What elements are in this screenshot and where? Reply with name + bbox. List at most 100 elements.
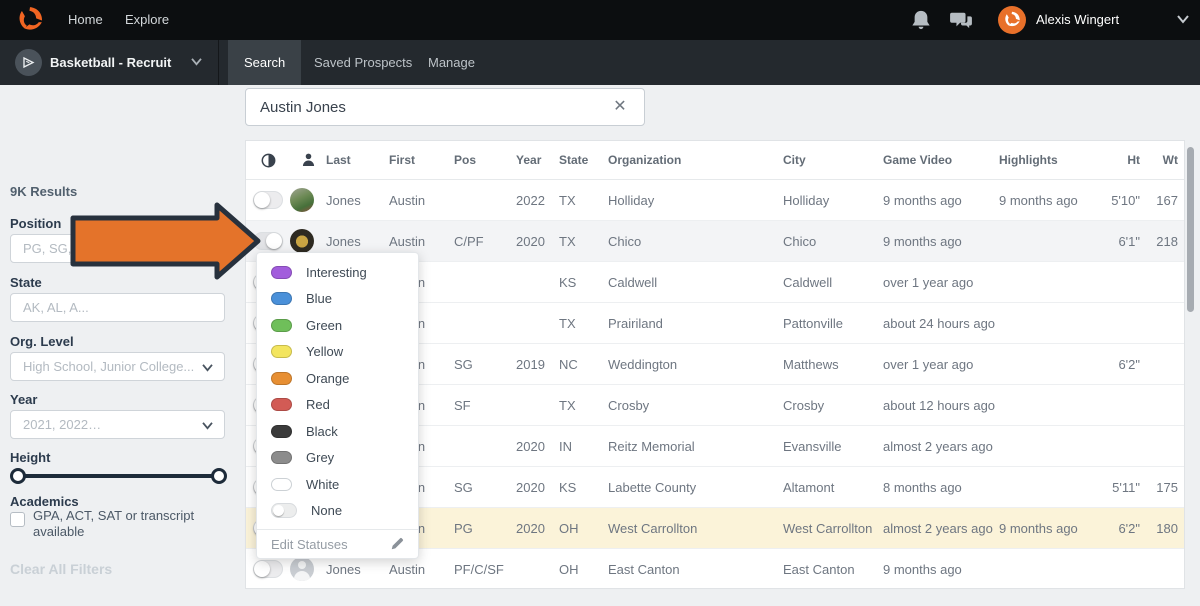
user-avatar[interactable] bbox=[998, 6, 1026, 34]
cell-state: TX bbox=[559, 233, 576, 249]
cell-city: Holliday bbox=[783, 192, 830, 208]
column-header-organization[interactable]: Organization bbox=[608, 153, 682, 167]
search-clear-icon[interactable]: ✕ bbox=[613, 98, 627, 115]
cell-city: West Carrollton bbox=[783, 520, 873, 536]
status-option-orange[interactable]: Orange bbox=[257, 365, 418, 392]
status-option-none[interactable]: None bbox=[257, 498, 418, 525]
user-name[interactable]: Alexis Wingert bbox=[1036, 12, 1120, 27]
status-option-label: Interesting bbox=[306, 264, 367, 280]
status-swatch bbox=[271, 503, 297, 519]
cell-wt: 167 bbox=[1156, 192, 1178, 208]
cell-city: Pattonville bbox=[783, 315, 843, 331]
prospect-row[interactable]: Jones Austin C/PF 2020 TX Chico Chico 9 months … bbox=[246, 221, 1184, 262]
status-swatch bbox=[271, 292, 292, 306]
filter-placeholder: 2021, 2022… bbox=[23, 417, 102, 432]
filter-select-state[interactable]: AK, AL, A... bbox=[10, 293, 225, 322]
filter-placeholder: PG, SG, SF... bbox=[23, 241, 102, 256]
prospect-row[interactable]: Jones Austin PF/C/SF OH East Canton East Cant… bbox=[246, 549, 1184, 590]
cell-pos: SG bbox=[454, 479, 473, 495]
prospect-row[interactable]: Jones Austin 2022 TX Holliday Holliday 9 month… bbox=[246, 180, 1184, 221]
status-option-label: Grey bbox=[306, 450, 335, 466]
vertical-scrollbar-thumb[interactable] bbox=[1187, 147, 1194, 312]
cell-ht: 6'2" bbox=[1118, 520, 1140, 536]
tab-saved-prospects[interactable]: Saved Prospects bbox=[314, 55, 413, 70]
cell-org: Reitz Memorial bbox=[608, 438, 695, 454]
team-switcher[interactable]: Basketball - Recruit bbox=[0, 40, 218, 85]
cell-last: Jones bbox=[326, 233, 361, 249]
column-header-highlights[interactable]: Highlights bbox=[999, 153, 1058, 167]
filter-select-position[interactable]: PG, SG, SF... bbox=[10, 234, 225, 263]
cell-game-video: almost 2 years ago bbox=[883, 520, 993, 536]
status-swatch bbox=[271, 398, 292, 412]
cell-state: IN bbox=[559, 438, 572, 454]
status-option-red[interactable]: Red bbox=[257, 392, 418, 419]
cell-game-video: 9 months ago bbox=[883, 192, 962, 208]
status-option-interesting[interactable]: Interesting bbox=[257, 259, 418, 286]
notifications-bell-icon[interactable] bbox=[910, 10, 932, 30]
status-toggle[interactable] bbox=[253, 560, 283, 578]
pennant-icon bbox=[15, 49, 42, 76]
cell-org: Crosby bbox=[608, 397, 650, 413]
cell-last: Jones bbox=[326, 561, 361, 577]
filter-select-org-level[interactable]: High School, Junior College... bbox=[10, 352, 225, 381]
status-swatch bbox=[271, 318, 292, 332]
messages-icon[interactable] bbox=[950, 10, 972, 30]
tab-manage[interactable]: Manage bbox=[428, 55, 475, 70]
cell-game-video: almost 2 years ago bbox=[883, 438, 993, 454]
status-swatch bbox=[271, 371, 292, 385]
team-switcher-chevron-icon bbox=[191, 58, 202, 66]
column-header-wt[interactable]: Wt bbox=[1162, 153, 1178, 167]
column-header-year[interactable]: Year bbox=[516, 153, 542, 167]
column-header-game-video[interactable]: Game Video bbox=[883, 153, 953, 167]
status-option-white[interactable]: White bbox=[257, 471, 418, 498]
status-option-green[interactable]: Green bbox=[257, 312, 418, 339]
column-header-ht[interactable]: Ht bbox=[1127, 153, 1140, 167]
edit-statuses-button[interactable]: Edit Statuses bbox=[257, 529, 418, 558]
app-logo-icon[interactable] bbox=[16, 6, 44, 34]
status-option-label: White bbox=[306, 476, 340, 492]
nav-home[interactable]: Home bbox=[68, 12, 103, 27]
filter-select-year[interactable]: 2021, 2022… bbox=[10, 410, 225, 439]
column-header-pos[interactable]: Pos bbox=[454, 153, 477, 167]
filter-placeholder: High School, Junior College... bbox=[23, 359, 195, 374]
nav-explore[interactable]: Explore bbox=[125, 12, 170, 27]
status-option-yellow[interactable]: Yellow bbox=[257, 339, 418, 366]
cell-wt: 218 bbox=[1156, 233, 1178, 249]
results-table: Last First Pos Year State Organization City Gam… bbox=[245, 140, 1185, 590]
cell-city: Altamont bbox=[783, 479, 835, 495]
search-input[interactable] bbox=[260, 89, 610, 125]
slider-handle-max[interactable] bbox=[211, 468, 227, 484]
academics-checkbox[interactable] bbox=[10, 512, 25, 527]
slider-handle-min[interactable] bbox=[10, 468, 26, 484]
status-option-label: Red bbox=[306, 397, 330, 413]
subnav-divider bbox=[218, 40, 219, 85]
cell-state: KS bbox=[559, 274, 577, 290]
table-header-row: Last First Pos Year State Organization City Gam… bbox=[246, 141, 1184, 180]
tab-search[interactable]: Search bbox=[228, 40, 302, 85]
cell-org: Chico bbox=[608, 233, 642, 249]
user-menu-chevron-icon[interactable] bbox=[1176, 14, 1190, 24]
cell-first: Austin bbox=[389, 233, 426, 249]
status-option-black[interactable]: Black bbox=[257, 418, 418, 445]
team-name: Basketball - Recruit bbox=[50, 55, 172, 70]
cell-pos: PF/C/SF bbox=[454, 561, 504, 577]
status-toggle[interactable] bbox=[253, 191, 283, 209]
column-header-first[interactable]: First bbox=[389, 153, 416, 167]
person-icon bbox=[290, 153, 326, 167]
cell-state: OH bbox=[559, 561, 579, 577]
cell-first: Austin bbox=[389, 561, 426, 577]
cell-ht: 5'10" bbox=[1111, 192, 1140, 208]
prospect-avatar bbox=[290, 557, 314, 581]
cell-state: NC bbox=[559, 356, 578, 372]
status-option-grey[interactable]: Grey bbox=[257, 445, 418, 472]
status-swatch bbox=[271, 345, 292, 359]
status-option-blue[interactable]: Blue bbox=[257, 286, 418, 313]
column-header-state[interactable]: State bbox=[559, 153, 589, 167]
cell-pos: PG bbox=[454, 520, 473, 536]
pencil-icon bbox=[391, 537, 404, 550]
status-toggle[interactable] bbox=[253, 232, 283, 250]
clear-all-filters-button[interactable]: Clear All Filters bbox=[10, 561, 113, 577]
filter-label-height: Height bbox=[10, 450, 51, 465]
column-header-last[interactable]: Last bbox=[326, 153, 351, 167]
column-header-city[interactable]: City bbox=[783, 153, 806, 167]
